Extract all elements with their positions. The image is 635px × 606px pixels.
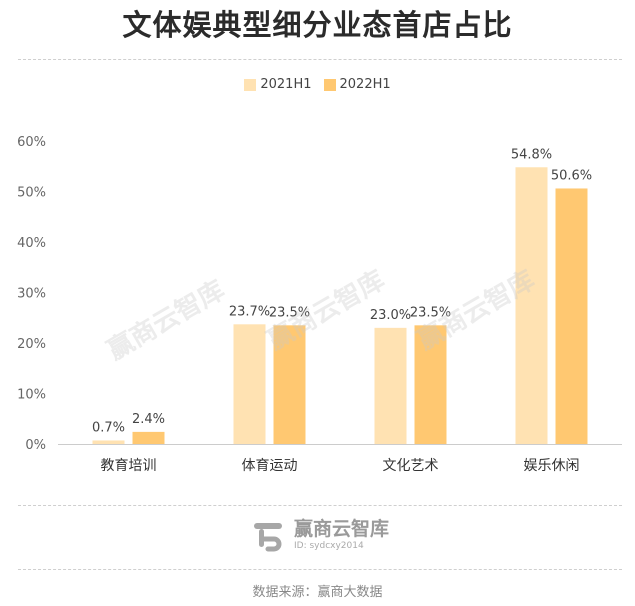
bar-2021h1-3 xyxy=(515,167,548,444)
bar-2022h1-1 xyxy=(273,325,306,444)
brand-name: 赢商云智库 xyxy=(294,518,390,540)
bar-2021h1-1 xyxy=(233,324,266,444)
x-tick-label: 体育运动 xyxy=(242,458,298,474)
y-tick-label: 0% xyxy=(25,438,46,453)
y-tick-label: 40% xyxy=(17,236,46,251)
y-tick-label: 60% xyxy=(17,135,46,150)
bar-2021h1-2 xyxy=(374,327,407,444)
y-tick-label: 30% xyxy=(17,287,46,302)
title-divider xyxy=(18,59,622,60)
data-source: 数据来源：赢商大数据 xyxy=(252,585,383,600)
legend-swatch-2022h1 xyxy=(323,78,336,91)
data-label: 2.4% xyxy=(132,412,165,427)
data-label: 0.7% xyxy=(92,420,125,435)
bar-2022h1-0 xyxy=(132,431,165,444)
y-tick-label: 20% xyxy=(17,337,46,352)
legend-swatch-2021h1 xyxy=(244,78,257,91)
brand-logo-icon xyxy=(254,523,282,552)
data-label: 23.7% xyxy=(229,304,270,319)
data-label: 23.5% xyxy=(410,305,451,320)
y-tick-label: 50% xyxy=(17,186,46,201)
bar-2021h1-0 xyxy=(92,440,125,444)
brand-id: ID: sydcxy2014 xyxy=(294,541,364,551)
data-label: 23.0% xyxy=(370,308,411,323)
brand-logo: 赢商云智库 ID: sydcxy2014 xyxy=(250,517,389,553)
y-tick-label: 10% xyxy=(17,388,46,403)
data-label: 54.8% xyxy=(511,147,552,162)
footer-divider-top xyxy=(18,505,622,506)
data-label: 23.5% xyxy=(269,305,310,320)
bar-2022h1-2 xyxy=(414,325,447,444)
legend-label-2022h1: 2022H1 xyxy=(339,77,391,92)
chart-title: 文体娱典型细分业态首店占比 xyxy=(122,8,513,42)
x-tick-label: 教育培训 xyxy=(101,458,157,474)
x-tick-label: 文化艺术 xyxy=(383,458,439,474)
data-label: 50.6% xyxy=(551,168,592,183)
x-tick-label: 娱乐休闲 xyxy=(524,458,580,474)
footer-divider-bottom xyxy=(18,569,622,570)
legend-label-2021h1: 2021H1 xyxy=(260,77,312,92)
legend-item-2022h1: 2022H1 xyxy=(323,77,391,92)
legend-item-2021h1: 2021H1 xyxy=(244,77,312,92)
bar-chart: 0%10%20%30%40%50%60%0.7%2.4%教育培训23.7%23.… xyxy=(17,135,622,474)
legend: 2021H1 2022H1 xyxy=(0,77,635,92)
bar-2022h1-3 xyxy=(555,188,588,444)
